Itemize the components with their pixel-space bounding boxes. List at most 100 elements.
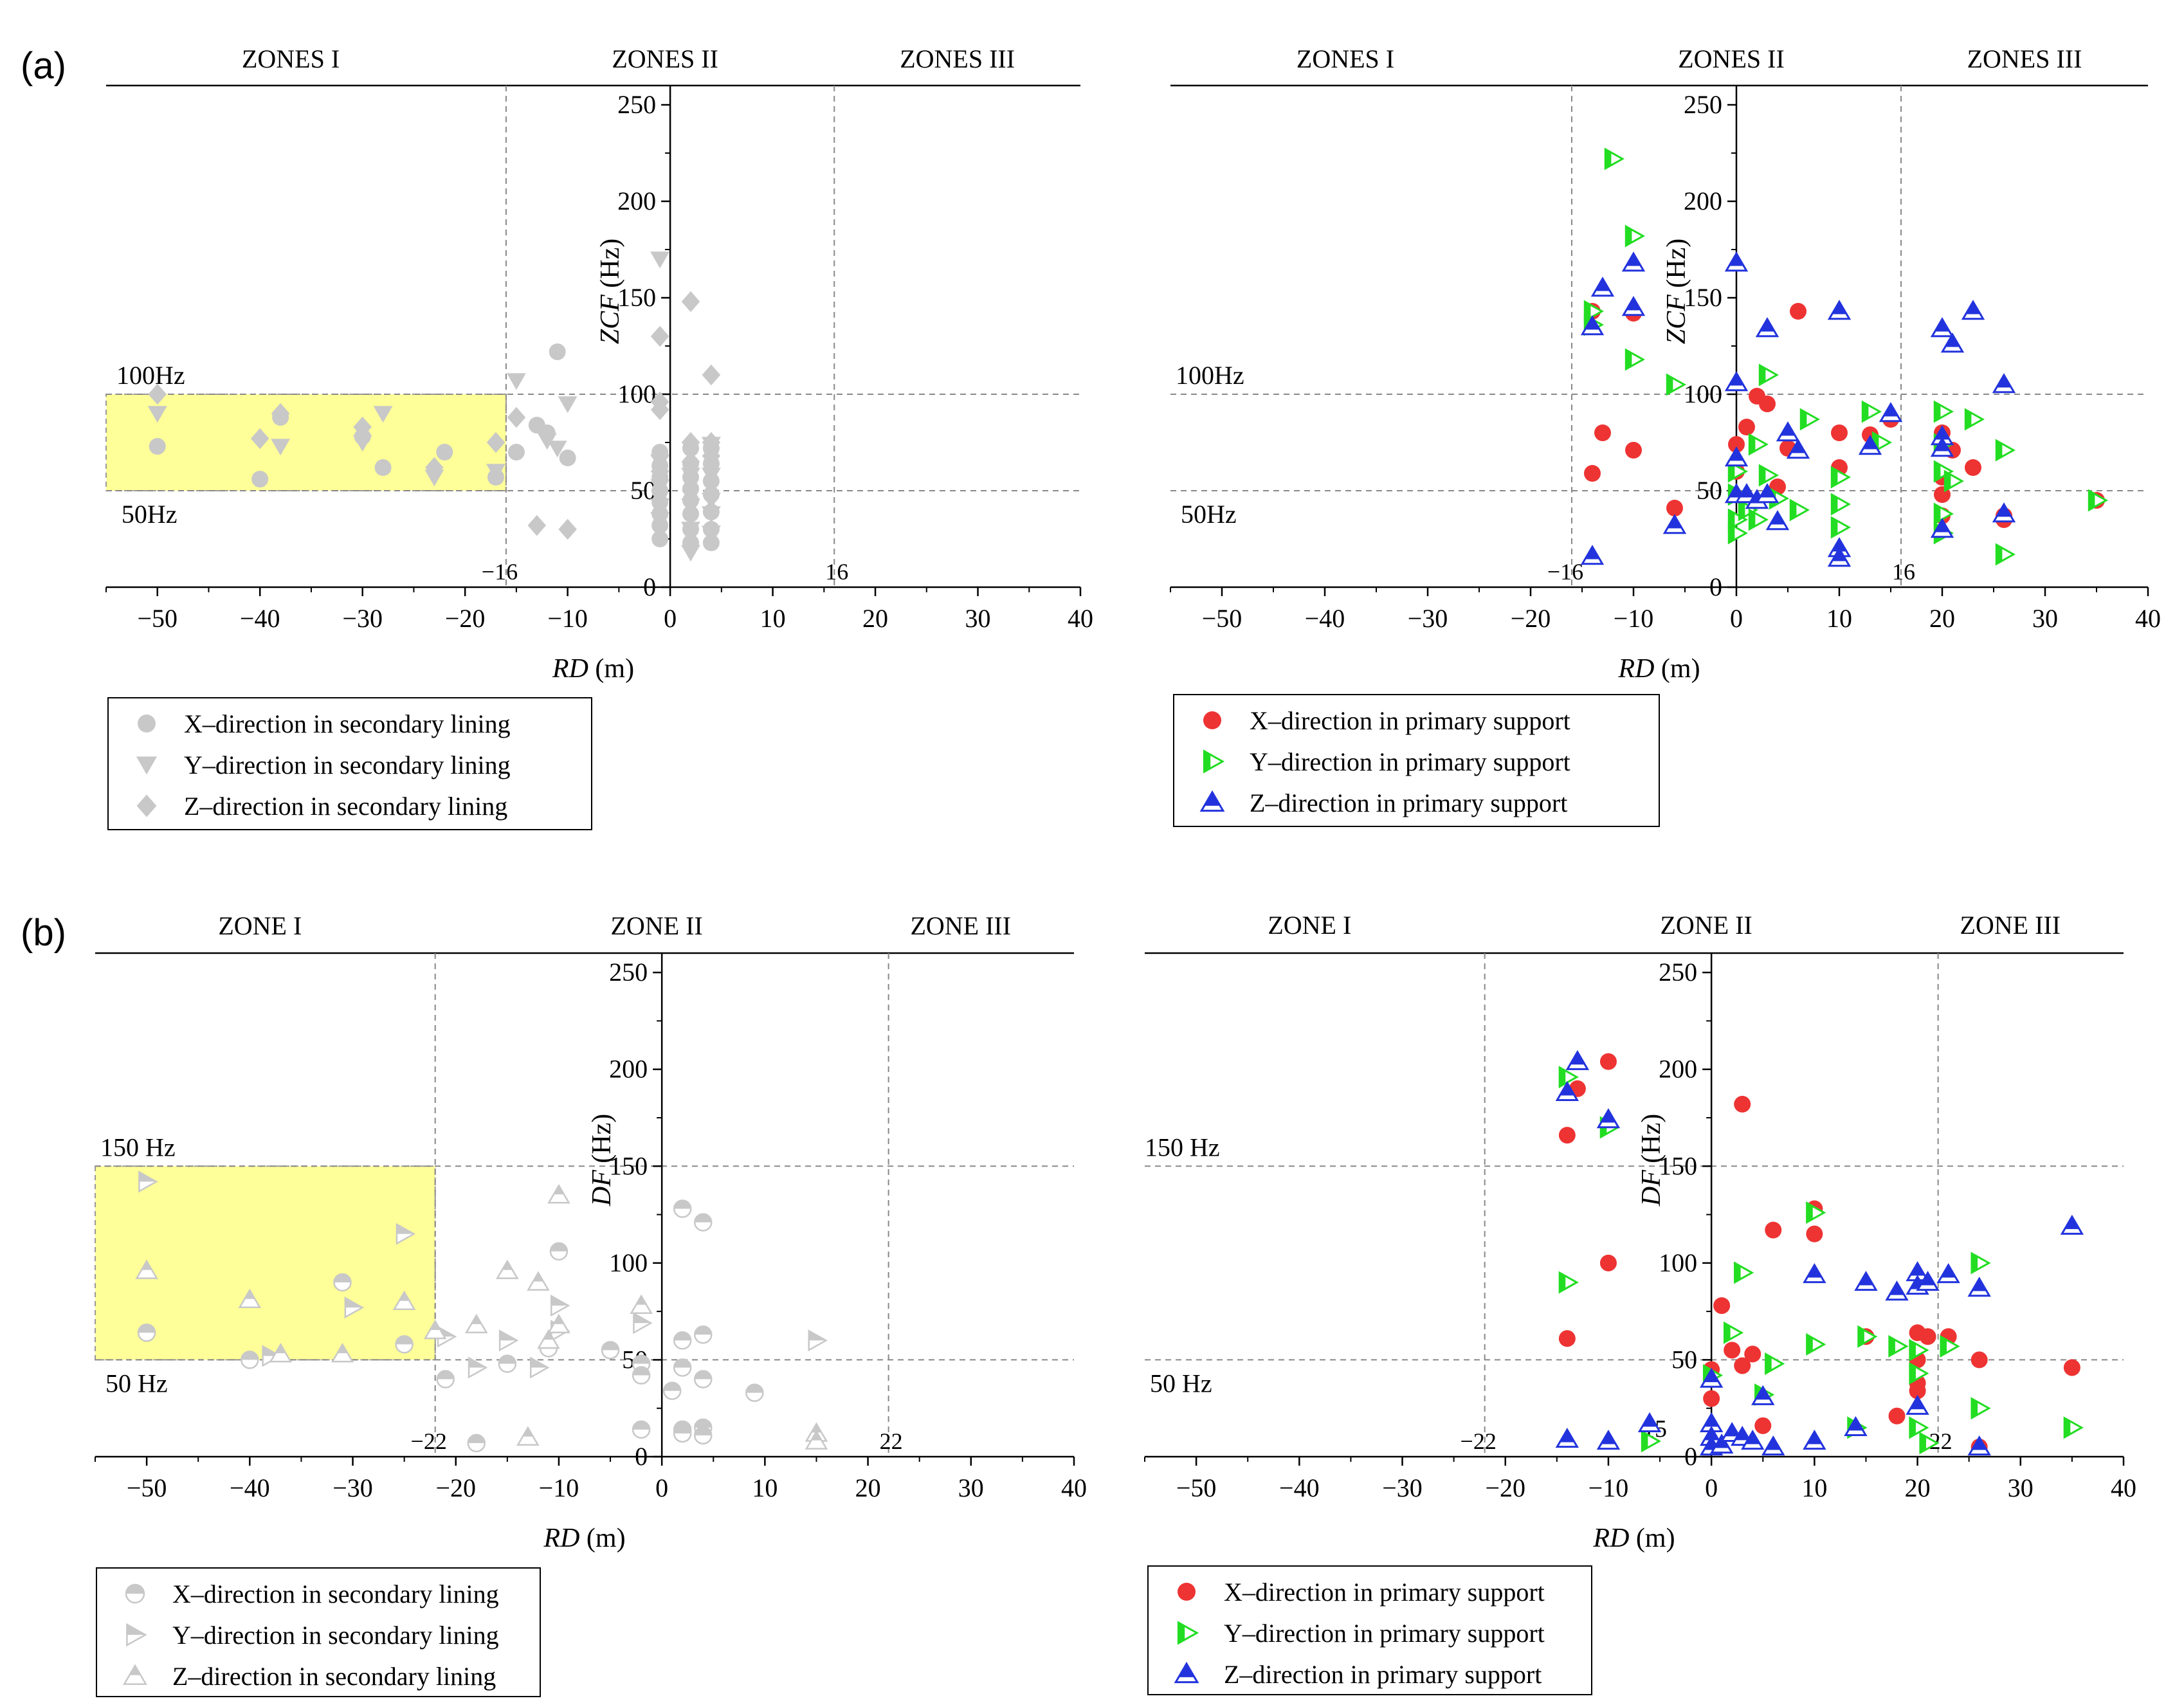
data-point [241,1351,259,1369]
data-point [1765,510,1790,531]
data-point-fill [543,1331,554,1340]
data-point [507,406,526,428]
data-point [1930,317,1954,338]
data-point-fill [1970,1437,1988,1450]
data-point-fill [1806,1264,1823,1278]
legend: X–direction in primary support Y–directio… [1173,694,1660,827]
y-axis-title-var: DF [587,1170,617,1207]
x-axis-title: RD (m) [1592,1524,1675,1553]
data-point [650,251,670,269]
data-point [1943,469,1965,493]
data-point-fill [2063,1216,2080,1230]
data-point-fill [1882,404,1899,417]
x-tick-label: 40 [1061,1473,1087,1502]
data-point-fill [1858,1327,1864,1347]
data-point-fill [633,1421,650,1430]
y-tick-label: 150 [1659,1151,1697,1180]
data-point-fill [1806,1334,1813,1354]
data-point [269,1342,293,1363]
data-point-fill [396,1224,414,1234]
data-point-fill [498,1355,516,1364]
data-point-fill [1832,518,1838,537]
legend-label: X–direction in primary support [1250,706,1570,735]
data-point [1806,1225,1823,1243]
data-point-fill [1584,317,1601,330]
data-point [1565,1050,1590,1070]
data-point [1830,493,1852,516]
legend-marker-fill [126,1585,144,1594]
data-point [1919,1432,1940,1455]
data-point [702,432,721,453]
y-tick-label: 0 [1709,572,1722,601]
zone-label: ZONE III [1960,911,2061,940]
data-point [1744,1345,1761,1363]
data-point [1961,300,1985,320]
data-point [1580,315,1605,336]
x-tick-label: 0 [655,1473,668,1502]
data-point [464,1313,488,1334]
data-point [137,1324,156,1342]
data-point [149,438,166,455]
data-point [344,1297,365,1319]
data-point [2060,1214,2084,1235]
legend: X–direction in primary support Y–directio… [1147,1565,1592,1695]
data-point-fill [674,1425,691,1434]
x-tick-label: 10 [752,1473,778,1502]
zone-boundary-label: −22 [1461,1428,1497,1454]
data-point-fill [1558,1429,1576,1443]
data-point [549,1242,569,1261]
data-point [1580,545,1605,565]
y-tick-label: 150 [617,283,656,312]
data-point-fill [275,1344,286,1354]
data-point-fill [262,1346,280,1356]
data-point [135,1259,158,1279]
data-point [650,460,669,482]
x-tick-label: −40 [230,1473,270,1502]
y-tick-label: 100 [1659,1248,1697,1277]
data-point-fill [695,1426,712,1435]
data-point [650,445,669,467]
data-point-fill [1934,439,1951,451]
data-point [1599,1254,1617,1271]
data-point-fill [1996,545,2003,564]
data-point [1861,400,1882,423]
data-point-fill [1728,253,1745,266]
data-point-fill [241,1351,259,1360]
data-point [1738,419,1755,435]
data-point [682,480,699,497]
data-point-fill [1944,334,1961,347]
data-point [1741,1429,1765,1450]
legend-marker [136,794,157,817]
data-point [550,1295,570,1317]
data-point [1748,433,1769,456]
data-point-fill [337,1344,348,1354]
data-point-fill [334,1273,351,1282]
data-point [2088,489,2109,512]
data-point [1806,1333,1826,1356]
data-point-fill [1919,1273,1936,1286]
y-tick-label: 200 [617,187,656,215]
data-point [1755,483,1779,504]
data-point-fill [1759,485,1776,498]
data-point-fill [1642,1431,1648,1451]
charts-layer: −16 16 100Hz 50Hz ZONES I ZONES II ZONES III −5… [95,44,2161,1697]
data-point [537,1329,560,1349]
zone-boundary-label: 16 [1892,559,1915,585]
data-point-fill [1729,524,1735,543]
data-point-fill [533,1273,543,1282]
series-3 [148,291,721,540]
legend-label: Y–direction in secondary lining [184,751,511,779]
data-point-fill [1847,1417,1864,1431]
data-point-fill [244,1290,255,1299]
y-axis-title-unit: (Hz) [1662,239,1691,295]
data-point [467,1434,486,1453]
data-point-fill [1920,1433,1926,1453]
data-point [547,441,567,458]
legend-marker-fill [1178,1622,1185,1644]
data-point-fill [430,1321,441,1330]
zone-boundary-label: −16 [482,559,518,585]
data-point-fill [633,1355,650,1364]
reference-line-label: 50 Hz [1150,1369,1212,1398]
data-point [1909,1361,1929,1385]
